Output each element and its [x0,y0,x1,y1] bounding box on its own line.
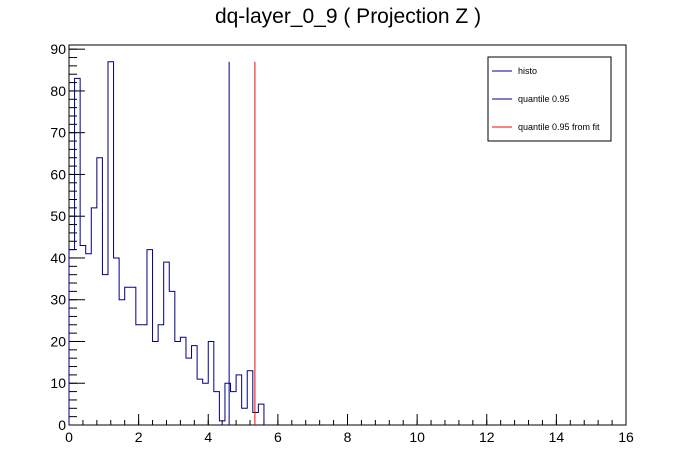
legend-label-quantile-fit: quantile 0.95 from fit [518,122,600,132]
y-tick-label: 80 [50,83,66,99]
legend-label-quantile: quantile 0.95 [518,94,570,104]
y-tick-label: 60 [50,166,66,182]
y-tick-label: 90 [50,41,66,57]
x-tick-label: 10 [409,429,425,445]
x-tick-label: 0 [65,429,73,445]
x-tick-label: 12 [479,429,495,445]
x-tick-label: 14 [549,429,565,445]
x-tick-label: 8 [344,429,352,445]
axis-ticks [68,48,627,426]
legend-label-histo: histo [518,66,537,76]
y-axis-tick-labels: 0 10 20 30 40 50 60 70 80 90 [50,41,66,433]
legend: histo quantile 0.95 quantile 0.95 from f… [487,56,612,142]
chart-title: dq-layer_0_9 ( Projection Z ) [215,5,481,28]
histogram-series [68,61,265,425]
x-axis-tick-labels: 0 2 4 6 8 10 12 14 16 [65,429,634,445]
y-tick-label: 50 [50,208,66,224]
y-tick-label: 40 [50,250,66,266]
y-tick-label: 10 [50,375,66,391]
y-tick-label: 0 [58,417,66,433]
y-tick-label: 70 [50,125,66,141]
x-tick-label: 16 [618,429,634,445]
y-tick-label: 30 [50,292,66,308]
x-tick-label: 2 [135,429,143,445]
x-tick-label: 6 [274,429,282,445]
quantile-lines [228,61,256,425]
x-tick-label: 4 [204,429,212,445]
y-tick-label: 20 [50,333,66,349]
histo-line [68,61,265,425]
